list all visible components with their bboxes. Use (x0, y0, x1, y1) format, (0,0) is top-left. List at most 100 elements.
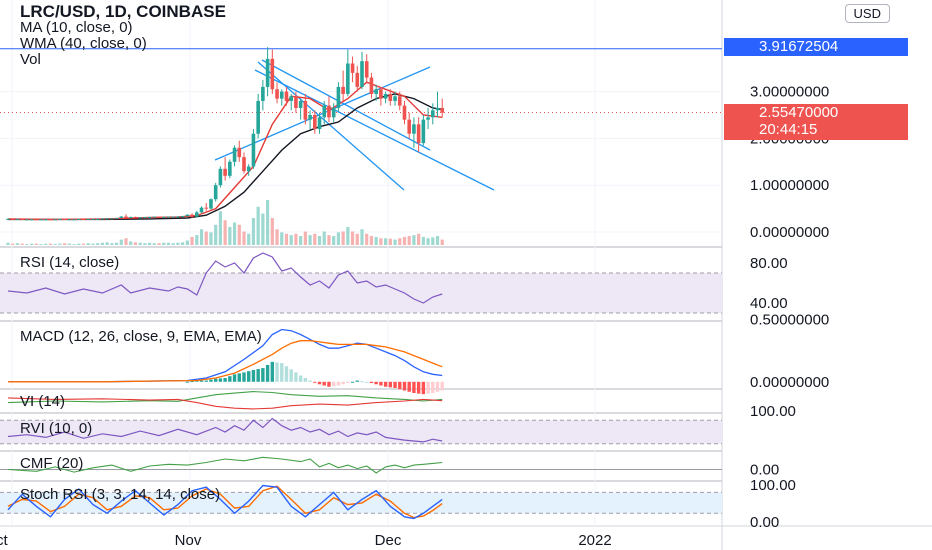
candle-body (91, 218, 95, 220)
macd-histogram-bar (317, 381, 322, 385)
volume-bar (171, 243, 175, 245)
ma-line (7, 81, 443, 221)
currency-button[interactable]: USD (844, 4, 890, 23)
macd-histogram-bar (294, 372, 298, 382)
volume-bar (374, 236, 378, 245)
candle-body (199, 207, 204, 213)
candle-body (322, 105, 327, 118)
volume-bar (105, 242, 109, 245)
volume-bar (63, 243, 67, 245)
volume-bar (313, 233, 317, 245)
vi-label[interactable]: VI (14) (20, 393, 66, 410)
volume-bar (34, 243, 38, 245)
candle-body (242, 157, 246, 172)
candle-body (298, 100, 303, 108)
volume-bar (294, 233, 298, 245)
volume-bar (256, 206, 260, 245)
symbol-title[interactable]: LRC/USD, 1D, COINBASE (20, 2, 226, 21)
wma-legend[interactable]: WMA (40, close, 0) (20, 35, 147, 52)
candle-body (138, 217, 142, 219)
volume-bar (176, 242, 180, 245)
volume-bar (91, 243, 95, 245)
volume-bar (114, 242, 119, 245)
vol-legend[interactable]: Vol (20, 51, 41, 68)
volume-bar (317, 236, 322, 245)
volume-bar (181, 242, 185, 245)
candle-body (43, 219, 48, 221)
candle-body (275, 89, 279, 99)
macd-histogram-bar (280, 363, 284, 382)
macd-label[interactable]: MACD (12, 26, close, 9, EMA, EMA) (20, 328, 262, 345)
volume-bar (86, 243, 90, 245)
volume-bar (435, 236, 440, 245)
last-price-value: 2.55470000 (759, 104, 839, 121)
volume-bar (284, 233, 289, 245)
macd-histogram-bar (341, 381, 345, 385)
macd-histogram-bar (190, 381, 194, 383)
volume-bar (39, 244, 43, 245)
volume-bar (322, 231, 326, 245)
stoch-rsi-label[interactable]: Stoch RSI (3, 3, 14, 14, close) (20, 486, 221, 503)
cmf-line (7, 456, 443, 474)
volume-bar (299, 236, 303, 245)
candle-body (397, 96, 402, 106)
volume-bar (431, 237, 435, 245)
volume-bar (355, 233, 359, 245)
macd-histogram-bar (247, 371, 251, 382)
volume-bar (185, 240, 189, 245)
macd-histogram-bar (228, 376, 232, 382)
candle-body (308, 115, 312, 120)
candle-body (327, 105, 331, 118)
chart-legend: LRC/USD, 1D, COINBASE MA (10, close, 0) … (20, 2, 226, 68)
macd-histogram-bar (199, 380, 204, 382)
candle-body (39, 219, 43, 221)
candle-body (62, 218, 67, 220)
candle-body (152, 216, 157, 218)
candle-body (223, 168, 227, 176)
volume-bar (214, 224, 218, 245)
candle-body (228, 161, 232, 176)
candle-body (346, 63, 350, 94)
candle-body (379, 89, 383, 99)
ma-legend[interactable]: MA (10, close, 0) (20, 19, 133, 36)
cmf-label[interactable]: CMF (20) (20, 455, 84, 472)
candle-body (15, 218, 20, 220)
macd-histogram-bar (242, 372, 246, 382)
candle-body (48, 219, 53, 221)
volume-bar (6, 242, 10, 245)
volume-bar (44, 243, 48, 245)
candle-body (67, 219, 72, 221)
candle-body (426, 117, 430, 120)
candle-body (195, 212, 199, 217)
candle-body (81, 218, 86, 220)
volume-bar (350, 231, 355, 245)
candle-body (119, 216, 124, 218)
macd-histogram-bar (213, 378, 218, 382)
candle-body (105, 218, 109, 220)
rvi-label[interactable]: RVI (10, 0) (20, 420, 93, 437)
macd-histogram-bar (402, 381, 407, 391)
macd-histogram-bar (289, 369, 293, 382)
rsi-band (0, 273, 722, 313)
volume-bar (407, 236, 411, 245)
candle-body (176, 216, 180, 218)
price-tick-label: 0.00000000 (750, 224, 829, 241)
vi-tick-label: 100.00 (750, 403, 796, 420)
volume-bar (58, 243, 62, 245)
candle-body (25, 219, 29, 221)
macd-histogram-bar (195, 380, 199, 382)
macd-histogram-bar (412, 381, 416, 393)
volume-bar (190, 236, 194, 245)
candle-body (53, 219, 57, 221)
macd-histogram-bar (407, 381, 411, 392)
volume-bar (124, 238, 128, 245)
cmf-tick-label: 0.00 (750, 462, 779, 479)
candle-body (161, 217, 166, 219)
candle-body (435, 107, 440, 111)
rsi-label[interactable]: RSI (14, close) (20, 254, 120, 271)
candle-body (289, 96, 293, 101)
volume-bar (77, 243, 81, 245)
volume-bar (195, 235, 199, 245)
candle-body (166, 216, 171, 218)
